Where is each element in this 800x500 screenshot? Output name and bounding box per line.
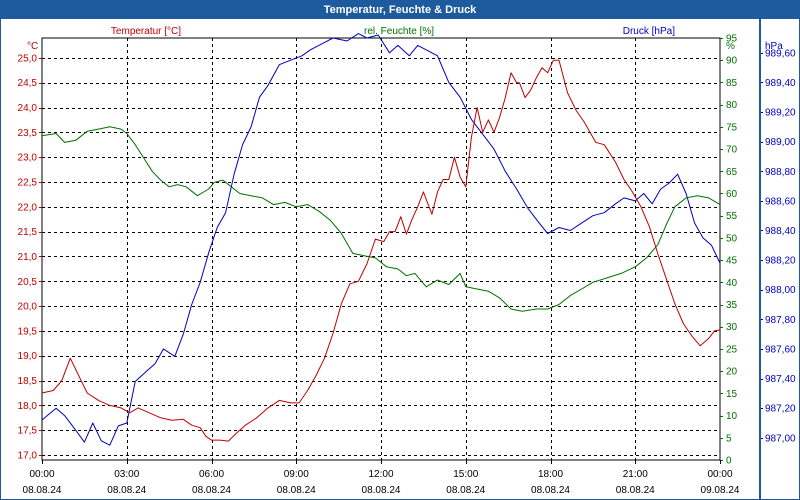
time-axis: 00:00 08.08.24 03:00 08.08.24 06:00 08.08.24 0… xyxy=(23,460,740,496)
pressure-tick-label: 987,00 xyxy=(765,433,796,444)
temperature-unit: °C xyxy=(27,41,38,52)
temperature-tick-label: 25,0 xyxy=(18,53,38,64)
temperature-tick-label: 21,5 xyxy=(18,227,38,238)
temperature-tick-label: 24,5 xyxy=(18,78,38,89)
date-tick-label: 08.08.24 xyxy=(531,485,570,496)
humidity-tick-label: 85 xyxy=(726,78,738,89)
humidity-tick-label: 95 xyxy=(726,34,738,45)
date-tick-label: 08.08.24 xyxy=(23,485,62,496)
date-tick-label: 08.08.24 xyxy=(446,485,485,496)
humidity-line xyxy=(41,126,721,312)
humidity-tick-label: 60 xyxy=(726,189,738,200)
humidity-tick-label: 70 xyxy=(726,145,738,156)
humidity-tick-label: 75 xyxy=(726,122,738,133)
temperature-tick-label: 20,5 xyxy=(18,277,38,288)
humidity-tick-label: 80 xyxy=(726,100,738,111)
pressure-unit: hPa xyxy=(765,41,783,52)
temperature-tick-label: 18,0 xyxy=(18,401,38,412)
series-legend: Temperatur [°C] rel. Feuchte [%] Druck [hP… xyxy=(111,26,675,37)
humidity-tick-label: 65 xyxy=(726,167,738,178)
temperature-tick-label: 18,5 xyxy=(18,376,38,387)
time-tick-label: 06:00 xyxy=(199,469,224,480)
temperature-tick-label: 19,5 xyxy=(18,326,38,337)
pressure-tick-label: 987,80 xyxy=(765,315,796,326)
pressure-axis: 987,00 987,20 987,40 987,60 987,80 988,00 988,… xyxy=(759,41,796,444)
pressure-tick-label: 988,80 xyxy=(765,167,796,178)
time-tick-label: 03:00 xyxy=(114,469,139,480)
humidity-tick-label: 15 xyxy=(726,389,738,400)
humidity-tick-label: 25 xyxy=(726,344,738,355)
date-tick-label: 08.08.24 xyxy=(107,485,146,496)
pressure-tick-label: 988,40 xyxy=(765,226,796,237)
humidity-unit: % xyxy=(726,41,735,52)
humidity-tick-label: 40 xyxy=(726,278,738,289)
temperature-tick-label: 19,0 xyxy=(18,351,38,362)
pressure-tick-label: 988,00 xyxy=(765,285,796,296)
temperature-tick-label: 17,5 xyxy=(18,426,38,437)
pressure-tick-label: 987,20 xyxy=(765,404,796,415)
temperature-tick-label: 22,5 xyxy=(18,177,38,188)
humidity-tick-label: 50 xyxy=(726,233,738,244)
time-tick-label: 00:00 xyxy=(29,469,54,480)
humidity-tick-label: 20 xyxy=(726,367,738,378)
pressure-tick-label: 989,20 xyxy=(765,108,796,119)
date-tick-label: 08.08.24 xyxy=(362,485,401,496)
humidity-legend-label: rel. Feuchte [%] xyxy=(364,26,434,37)
humidity-tick-label: 0 xyxy=(726,456,732,467)
time-tick-label: 21:00 xyxy=(623,469,648,480)
temperature-tick-label: 20,0 xyxy=(18,302,38,313)
temperature-line xyxy=(41,59,721,442)
pressure-tick-label: 989,40 xyxy=(765,78,796,89)
pressure-tick-label: 988,60 xyxy=(765,196,796,207)
date-tick-label: 09.08.24 xyxy=(701,485,740,496)
humidity-tick-label: 30 xyxy=(726,322,738,333)
temperature-tick-label: 17,0 xyxy=(18,451,38,462)
temperature-tick-label: 21,0 xyxy=(18,252,38,263)
series-layer xyxy=(41,33,721,446)
humidity-axis: 0 5 10 15 20 25 30 35 40 45 50 55 60 65 70 75 80 85 90 95% xyxy=(720,34,738,467)
pressure-legend-label: Druck [hPa] xyxy=(623,26,675,37)
date-tick-label: 08.08.24 xyxy=(277,485,316,496)
grid-lines xyxy=(41,37,721,461)
humidity-tick-label: 10 xyxy=(726,411,738,422)
time-tick-label: 12:00 xyxy=(368,469,393,480)
temperature-tick-label: 23,5 xyxy=(18,128,38,139)
temperature-axis: 17,0 17,5 18,0 18,5 19,0 19,5 20,0 20,5 21,0 21,5… xyxy=(18,41,42,462)
frame-strip xyxy=(759,19,761,499)
humidity-tick-label: 55 xyxy=(726,211,738,222)
chart-title: Temperatur, Feuchte & Druck xyxy=(1,1,799,19)
date-tick-label: 08.08.24 xyxy=(192,485,231,496)
humidity-tick-label: 5 xyxy=(726,433,732,444)
pressure-tick-label: 989,00 xyxy=(765,137,796,148)
time-tick-label: 09:00 xyxy=(284,469,309,480)
temperature-legend-label: Temperatur [°C] xyxy=(111,26,181,37)
pressure-line xyxy=(41,33,721,446)
humidity-tick-label: 35 xyxy=(726,300,738,311)
temperature-tick-label: 24,0 xyxy=(18,103,38,114)
time-tick-label: 15:00 xyxy=(453,469,478,480)
date-tick-label: 08.08.24 xyxy=(616,485,655,496)
pressure-tick-label: 987,60 xyxy=(765,344,796,355)
humidity-tick-label: 45 xyxy=(726,256,738,267)
temperature-tick-label: 23,0 xyxy=(18,153,38,164)
pressure-tick-label: 988,20 xyxy=(765,256,796,267)
pressure-tick-label: 989,60 xyxy=(765,48,796,59)
time-tick-label: 18:00 xyxy=(538,469,563,480)
pressure-tick-label: 987,40 xyxy=(765,374,796,385)
temperature-tick-label: 22,0 xyxy=(18,202,38,213)
time-tick-label: 00:00 xyxy=(707,469,732,480)
humidity-tick-label: 90 xyxy=(726,56,738,67)
